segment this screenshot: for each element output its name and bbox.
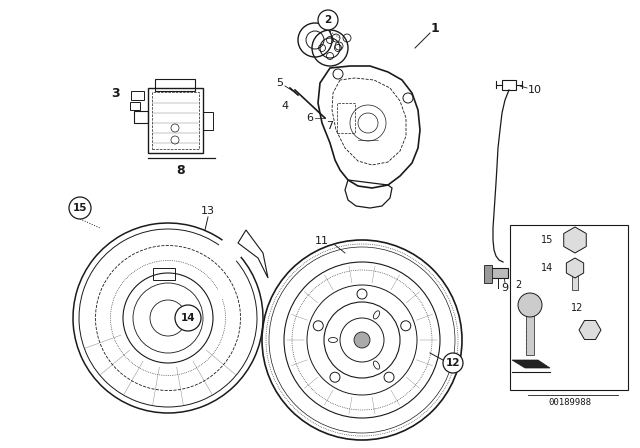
Circle shape (318, 10, 338, 30)
Bar (152, 92, 199, 149)
Polygon shape (579, 320, 601, 340)
Polygon shape (512, 360, 550, 368)
Text: 5: 5 (276, 78, 284, 88)
Text: 1: 1 (431, 22, 440, 34)
Circle shape (443, 353, 463, 373)
Text: 14: 14 (541, 263, 553, 273)
Bar (510, 225, 628, 390)
Bar (572, 272, 578, 290)
Circle shape (175, 305, 201, 331)
Text: 8: 8 (177, 164, 186, 177)
Bar (484, 265, 492, 283)
Bar (130, 102, 140, 110)
Text: 11: 11 (315, 236, 329, 246)
Text: 13: 13 (201, 206, 215, 216)
Text: 7: 7 (326, 121, 333, 131)
Polygon shape (564, 227, 586, 253)
Text: 3: 3 (111, 86, 119, 99)
Bar (337, 103, 355, 133)
Text: 15: 15 (73, 203, 87, 213)
Text: 2: 2 (324, 15, 332, 25)
Polygon shape (566, 258, 584, 278)
Text: 12: 12 (445, 358, 460, 368)
Text: 4: 4 (282, 101, 289, 111)
Text: 10: 10 (528, 85, 542, 95)
Text: 12: 12 (571, 303, 583, 313)
Text: 2: 2 (515, 280, 521, 290)
Text: 6: 6 (307, 113, 314, 123)
Bar (155, 79, 195, 91)
Bar (502, 80, 516, 90)
Circle shape (69, 197, 91, 219)
Circle shape (518, 293, 542, 317)
Text: 00189988: 00189988 (548, 397, 591, 406)
Bar (148, 88, 203, 153)
Bar (134, 111, 148, 123)
Bar (488, 268, 508, 278)
Bar (526, 305, 534, 355)
Text: 14: 14 (180, 313, 195, 323)
Bar (131, 91, 144, 100)
Text: 9: 9 (501, 283, 509, 293)
Circle shape (354, 332, 370, 348)
Bar (153, 268, 175, 280)
Bar (203, 112, 213, 130)
Text: 15: 15 (541, 235, 553, 245)
